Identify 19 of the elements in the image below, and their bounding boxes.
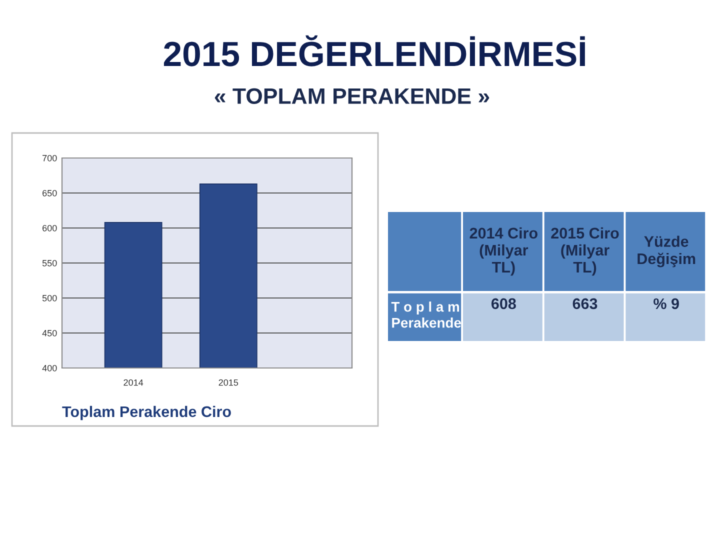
chart-title: 2015 DEĞERLENDİRMESİ	[164, 35, 585, 66]
y-tick-label: 650	[42, 190, 57, 196]
y-tick-label: 500	[42, 294, 57, 302]
category-label: 2015 Ciro (Milyar TL)	[551, 227, 619, 276]
category-label: 2014 Ciro (Milyar TL)	[470, 227, 538, 276]
data-label: 608	[491, 298, 516, 310]
text: Toplam Perakende Ciro	[62, 406, 231, 420]
y-tick-label: 600	[42, 224, 57, 232]
y-tick-label: 700	[42, 154, 57, 162]
y-tick-label: 450	[42, 330, 57, 336]
x-tick-label: 2014	[124, 379, 144, 386]
series-label: T o p l a m Perakende	[391, 302, 461, 328]
y-tick-label: 550	[42, 260, 57, 266]
category-label: Yüzde Değişim	[638, 236, 696, 268]
data-label: 663	[572, 298, 598, 310]
chart-subtitle: « TOPLAM PERAKENDE »	[214, 88, 490, 104]
x-tick-label: 2015	[218, 379, 238, 386]
data-label: % 9	[654, 298, 679, 310]
y-tick-label: 400	[42, 364, 57, 372]
